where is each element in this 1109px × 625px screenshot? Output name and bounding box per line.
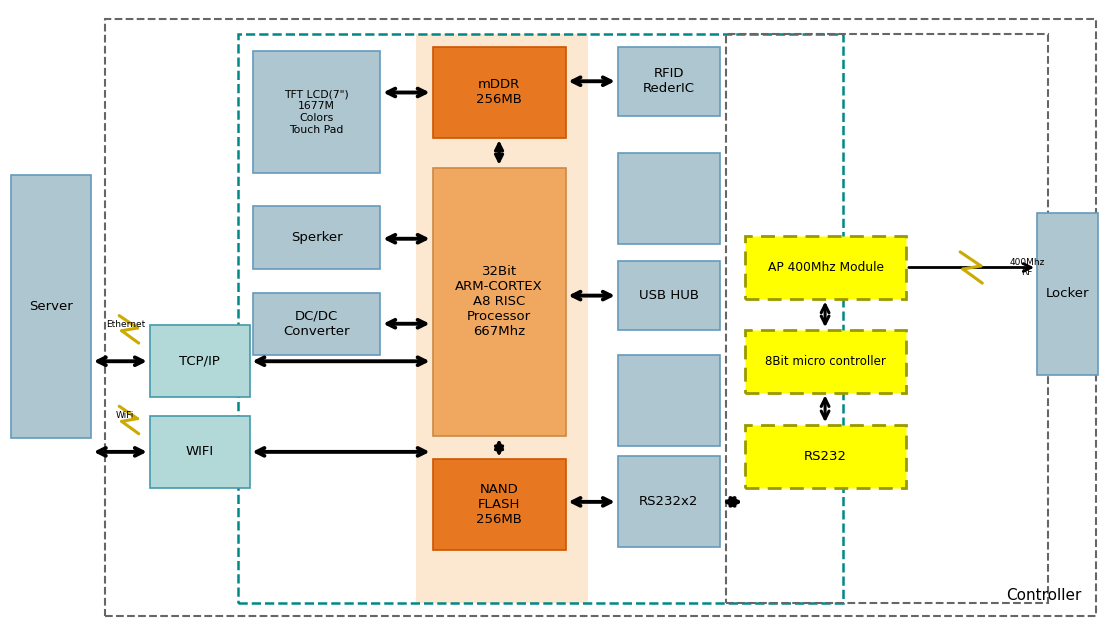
Text: TFT LCD(7")
1677M
Colors
Touch Pad: TFT LCD(7") 1677M Colors Touch Pad bbox=[284, 90, 349, 134]
Text: AP 400Mhz Module: AP 400Mhz Module bbox=[767, 261, 884, 274]
Text: NAND
FLASH
256MB: NAND FLASH 256MB bbox=[476, 483, 522, 526]
Text: DC/DC
Converter: DC/DC Converter bbox=[284, 310, 349, 338]
Text: RFID
RederIC: RFID RederIC bbox=[643, 68, 694, 95]
Text: Sperker: Sperker bbox=[291, 231, 343, 244]
FancyBboxPatch shape bbox=[745, 236, 906, 299]
FancyBboxPatch shape bbox=[433, 459, 566, 550]
FancyBboxPatch shape bbox=[416, 34, 588, 603]
FancyBboxPatch shape bbox=[618, 47, 720, 116]
Text: USB HUB: USB HUB bbox=[639, 289, 699, 302]
Text: WiFi: WiFi bbox=[116, 411, 134, 419]
FancyBboxPatch shape bbox=[253, 51, 380, 173]
FancyBboxPatch shape bbox=[433, 47, 566, 138]
FancyBboxPatch shape bbox=[618, 261, 720, 330]
Text: RS232x2: RS232x2 bbox=[639, 495, 699, 508]
FancyBboxPatch shape bbox=[253, 292, 380, 355]
Text: mDDR
256MB: mDDR 256MB bbox=[476, 78, 522, 106]
FancyBboxPatch shape bbox=[253, 206, 380, 269]
FancyBboxPatch shape bbox=[618, 355, 720, 446]
Text: Controller: Controller bbox=[1006, 588, 1081, 603]
Text: Locker: Locker bbox=[1046, 288, 1089, 300]
Text: 400Mhz
RF: 400Mhz RF bbox=[1009, 258, 1045, 278]
Text: TCP/IP: TCP/IP bbox=[180, 354, 220, 367]
FancyBboxPatch shape bbox=[618, 153, 720, 244]
Text: Server: Server bbox=[29, 300, 73, 312]
FancyBboxPatch shape bbox=[1037, 213, 1098, 375]
FancyBboxPatch shape bbox=[745, 330, 906, 392]
FancyBboxPatch shape bbox=[150, 325, 250, 397]
Text: WIFI: WIFI bbox=[185, 445, 214, 458]
Text: Ethernet: Ethernet bbox=[105, 320, 145, 329]
FancyBboxPatch shape bbox=[745, 425, 906, 488]
Text: 32Bit
ARM-CORTEX
A8 RISC
Processor
667Mhz: 32Bit ARM-CORTEX A8 RISC Processor 667Mh… bbox=[455, 266, 543, 338]
FancyBboxPatch shape bbox=[618, 456, 720, 547]
FancyBboxPatch shape bbox=[433, 168, 566, 436]
Text: 8Bit micro controller: 8Bit micro controller bbox=[765, 355, 886, 367]
FancyBboxPatch shape bbox=[150, 416, 250, 488]
FancyBboxPatch shape bbox=[11, 175, 91, 438]
Text: RS232: RS232 bbox=[804, 450, 847, 462]
